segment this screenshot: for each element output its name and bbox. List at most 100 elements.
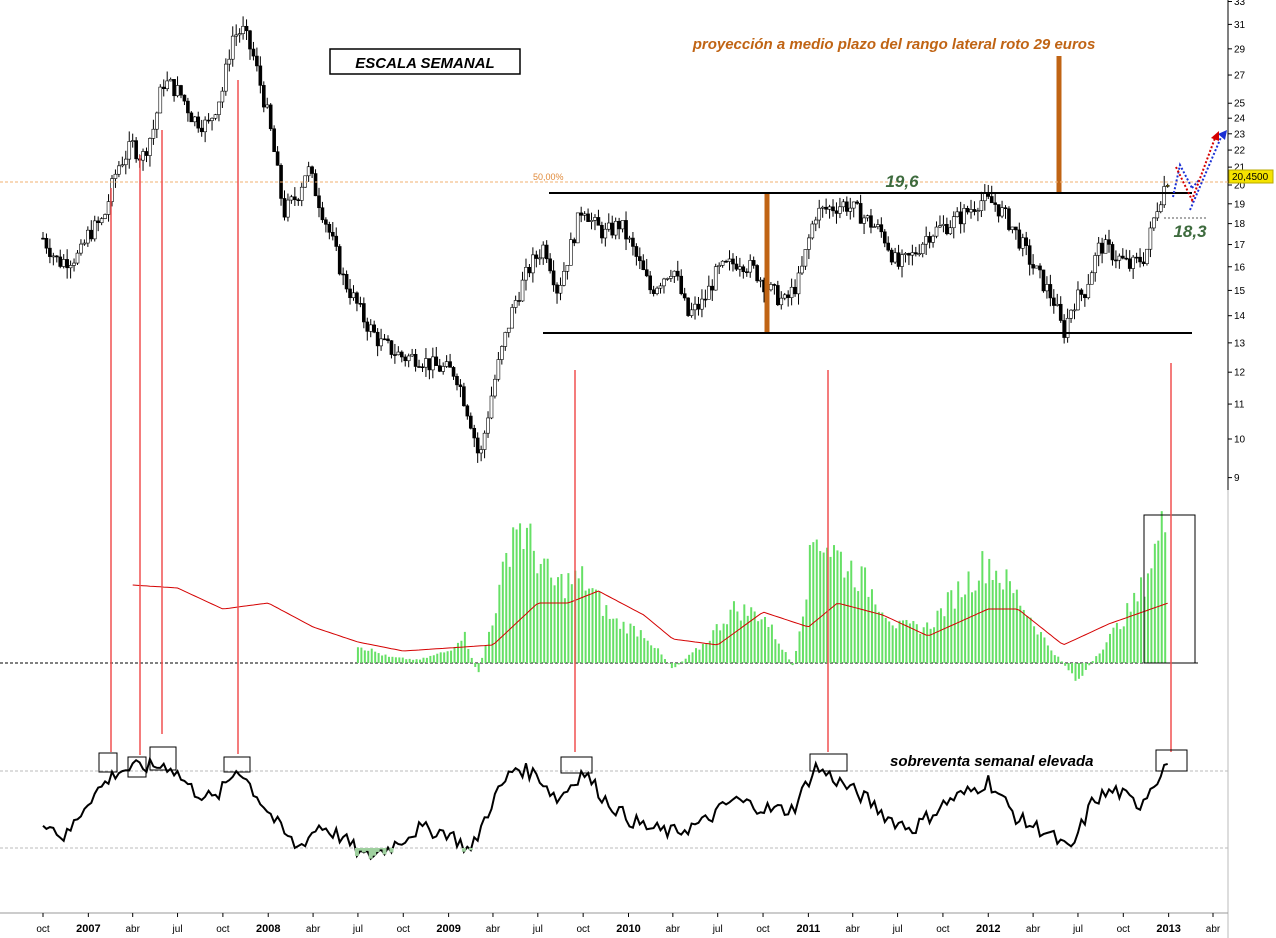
candle-body [896,252,901,267]
histogram-bar [370,648,373,663]
candle-body [168,79,173,82]
candle-body [1014,226,1018,231]
candle-body [406,355,411,362]
histogram-bar [691,652,694,663]
histogram-bar [926,622,929,663]
histogram-bar [1160,511,1163,663]
candle-body [551,270,556,286]
candle-body [782,294,787,299]
histogram-bar [846,571,849,663]
histogram-bar [1119,629,1122,663]
candle-body [562,270,566,286]
candle-body [113,173,118,179]
candle-body [1086,283,1091,299]
histogram-bar [377,653,380,663]
histogram-bar [581,566,584,663]
histogram-bar [422,657,425,663]
candle-body [1031,264,1035,269]
histogram-bar [674,663,677,668]
candle-body [717,265,721,267]
candle-body [914,252,918,255]
candle-body [689,309,694,316]
time-tick-label: jul [1072,924,1083,935]
price-tick-label: 19 [1234,199,1246,210]
histogram-bar [1081,663,1084,676]
candle-body [569,239,573,266]
time-tick-label: 2007 [76,923,100,935]
candle-body [658,285,663,289]
histogram-bar [1084,663,1087,670]
histogram-bar [777,643,780,663]
candle-body [1027,245,1032,265]
histogram-bar [1074,663,1077,681]
price-axis-ticks: 9 10 11 12 13 14 15 16 17 18 19 20 21 22 23 24 25 27 29 31 3… [1228,0,1246,484]
candle-body [431,356,435,371]
time-tick-label: jul [532,924,543,935]
candle-body [617,220,621,230]
histogram-bar [853,587,856,663]
candle-body [327,224,332,233]
oscillator-annotation: sobreventa semanal elevada [890,753,1093,770]
candle-body [272,128,276,153]
candle-body [724,260,728,263]
histogram-bar [374,651,377,663]
candle-body [1072,309,1077,312]
candle-body [296,199,301,202]
histogram-bar [419,659,422,663]
histogram-bar [367,650,370,663]
candle-body [96,220,100,224]
candle-body [679,275,684,294]
candle-body [413,353,418,367]
time-tick-label: jul [352,924,363,935]
candle-body [386,338,390,341]
histogram-bar [601,615,604,663]
histogram-bar [1105,642,1108,663]
candle-body [189,112,194,123]
candle-body [741,266,746,273]
histogram-bar [760,619,763,663]
histogram-bar [657,648,660,663]
price-tick-label: 31 [1234,20,1246,31]
histogram-bar [594,589,597,663]
histogram-bar [1039,632,1042,663]
candle-body [796,272,801,295]
histogram-bar [1126,603,1129,663]
oversold-fill [372,848,377,856]
histogram-bar [1057,656,1060,663]
histogram-bar [1129,611,1132,663]
candle-body [1162,186,1167,206]
candle-body [858,203,863,224]
candle-body [951,216,956,229]
candle-body [1152,217,1156,229]
histogram-bar [791,663,794,666]
candle-body [524,267,528,281]
histogram-bar [988,558,991,663]
histogram-bar [895,628,898,663]
candle-body [1048,284,1053,299]
candle-body [648,275,652,291]
candle-body [675,270,680,277]
histogram-bar [636,636,639,663]
candle-body [945,223,949,235]
histogram-bar [746,615,749,663]
candle-body [869,215,873,228]
candle-body [203,119,207,133]
histogram-bar [1002,589,1005,663]
candle-body [600,225,604,239]
candle-body [310,166,314,174]
candle-body [500,346,504,360]
histogram-bars [356,511,1167,681]
candle-body [803,249,808,267]
candle-body [886,242,891,251]
candle-body [1069,309,1073,319]
candle-body [972,209,977,212]
candle-body [520,279,525,302]
candle-body [399,351,404,358]
candle-body [903,253,908,255]
candle-body [620,220,625,230]
candle-body [258,65,263,86]
time-tick-label: abr [125,924,140,935]
histogram-bar [498,584,501,663]
candle-body [1024,237,1029,246]
histogram-bar [1095,656,1098,663]
